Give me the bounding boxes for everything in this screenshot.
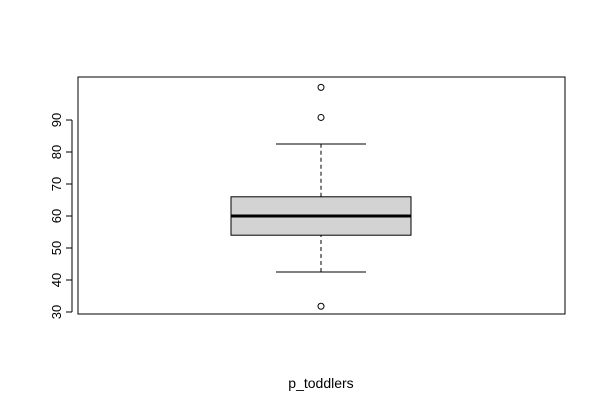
- y-tick-label: 80: [49, 145, 64, 159]
- y-axis: 30 40 50 60 70 80 90: [49, 113, 73, 319]
- x-axis-label: p_toddlers: [288, 375, 353, 391]
- y-tick-label: 70: [49, 177, 64, 191]
- y-tick-label: 30: [49, 305, 64, 319]
- y-tick-label: 50: [49, 241, 64, 255]
- box-plot: [230, 143, 412, 273]
- plot-frame: [77, 76, 566, 315]
- y-tick-label: 40: [49, 273, 64, 287]
- outlier-point: [317, 302, 325, 310]
- outlier-point: [317, 83, 325, 91]
- outlier-point: [317, 113, 325, 121]
- y-tick-label: 90: [49, 113, 64, 127]
- y-tick-label: 60: [49, 209, 64, 223]
- outlier-points: [317, 83, 325, 310]
